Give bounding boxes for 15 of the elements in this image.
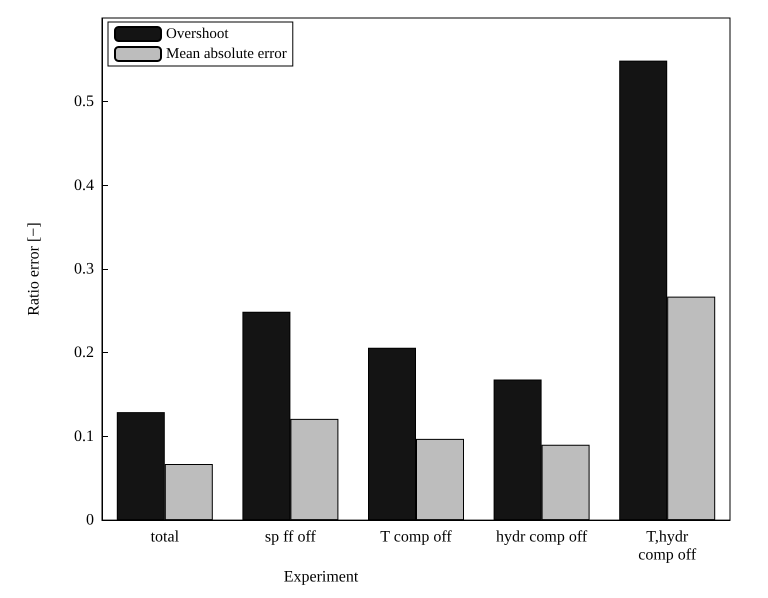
y-axis-title: Ratio error [−] — [26, 222, 42, 316]
y-tick-label: 0 — [86, 512, 94, 529]
y-tick-label: 0.3 — [74, 260, 94, 278]
y-tick-label: 0.2 — [74, 344, 94, 362]
y-tick-label: 0.1 — [74, 428, 94, 445]
y-tick-label: 0.4 — [74, 176, 94, 194]
x-tick-label: T,hydr comp off — [638, 528, 697, 564]
x-tick-label: hydr comp off — [496, 528, 588, 546]
x-axis-title: Experiment — [284, 568, 359, 586]
y-tick-label: 0.5 — [74, 93, 94, 110]
legend-label: Mean absolute error — [166, 46, 287, 62]
x-tick-label: total — [150, 528, 180, 546]
x-tick-label: sp ff off — [264, 528, 317, 546]
legend-label: Overshoot — [166, 26, 230, 42]
x-tick-label: T comp off — [380, 528, 452, 546]
